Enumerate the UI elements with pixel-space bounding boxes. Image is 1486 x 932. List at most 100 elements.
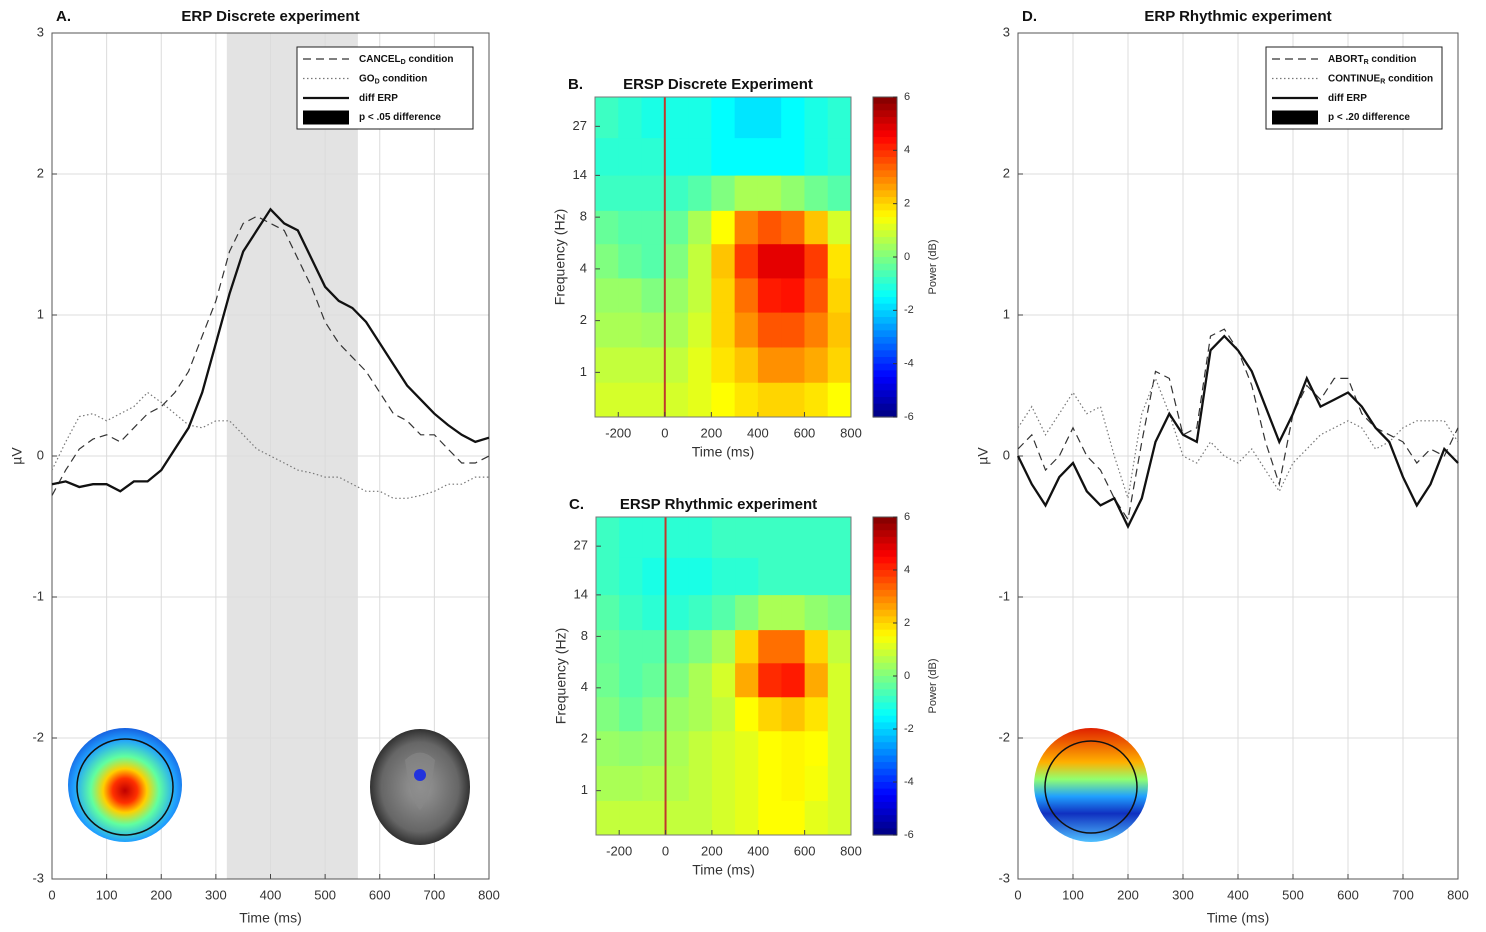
legend-label-part: condition xyxy=(380,73,428,84)
heatmap-cell xyxy=(688,346,712,383)
colorbar-tick-label: -4 xyxy=(904,358,914,370)
x-axis-label: Time (ms) xyxy=(692,862,754,878)
heatmap-cell xyxy=(664,277,689,313)
heatmap-cell xyxy=(619,696,643,732)
colorbar-step xyxy=(873,403,897,411)
colorbar-step xyxy=(873,636,897,644)
colorbar-step xyxy=(873,570,897,578)
colorbar-step xyxy=(873,330,897,338)
colorbar-step xyxy=(873,190,897,198)
colorbar-step xyxy=(873,263,897,271)
head-outline xyxy=(1044,740,1138,834)
heatmap-cell xyxy=(619,629,643,664)
colorbar-step xyxy=(873,583,897,591)
colorbar-step xyxy=(873,695,897,704)
heatmap-cell xyxy=(758,594,783,631)
heatmap-cell xyxy=(804,243,829,279)
x-tick-label: 0 xyxy=(1014,887,1021,902)
heatmap-cell xyxy=(595,137,619,176)
colorbar-tick-label: 6 xyxy=(904,511,910,523)
x-axis-label: Time (ms) xyxy=(692,444,754,460)
heatmap-cell xyxy=(734,210,759,245)
colorbar-step xyxy=(873,123,897,131)
colorbar-tick-label: 6 xyxy=(904,91,910,103)
heatmap-cell xyxy=(804,382,829,417)
heatmap-cell xyxy=(758,629,783,664)
heatmap-cell xyxy=(688,800,713,835)
heatmap-cell xyxy=(735,800,759,835)
heatmap-cell xyxy=(595,346,619,383)
y-axis-label: µV xyxy=(975,447,991,465)
heatmap-cell xyxy=(596,629,620,664)
heatmap-cell xyxy=(827,277,851,313)
x-tick-label: -200 xyxy=(606,843,632,858)
heatmap-cell xyxy=(734,312,759,348)
heatmap-cell xyxy=(665,629,690,664)
colorbar-step xyxy=(873,250,897,258)
heatmap-cell xyxy=(688,629,713,664)
heatmap-cell xyxy=(827,730,851,766)
heatmap-cell xyxy=(781,312,806,348)
colorbar-step xyxy=(873,815,897,823)
y-tick-label: 2 xyxy=(1003,165,1010,180)
heatmap-cell xyxy=(642,800,667,835)
heatmap-cell xyxy=(711,557,736,596)
heatmap-cell xyxy=(804,312,829,348)
heatmap-cell xyxy=(618,97,643,139)
heatmap-cell xyxy=(757,346,782,383)
heatmap-cell xyxy=(595,174,619,211)
colorbar-step xyxy=(873,755,897,763)
heatmap-cell xyxy=(735,594,759,631)
heatmap-cell xyxy=(804,137,829,176)
x-tick-label: 200 xyxy=(701,425,723,440)
heatmap-cell xyxy=(664,243,689,279)
heatmap-cell xyxy=(827,137,851,176)
colorbar-step xyxy=(873,517,897,525)
x-tick-label: 0 xyxy=(48,887,55,902)
heatmap-cell xyxy=(781,800,806,835)
heatmap-cell xyxy=(734,346,759,383)
colorbar-step xyxy=(873,556,897,564)
colorbar-step xyxy=(873,616,897,624)
colorbar-tick-label: -4 xyxy=(904,776,914,788)
heatmap-cell xyxy=(664,210,689,245)
y-tick-label: -2 xyxy=(998,729,1010,744)
heatmap-cell xyxy=(596,800,620,835)
heatmap-cell xyxy=(641,312,666,348)
heatmap-cell xyxy=(595,243,619,279)
colorbar-step xyxy=(873,350,897,358)
colorbar-step xyxy=(873,735,897,743)
plot-frame xyxy=(51,32,490,880)
x-tick-label: 600 xyxy=(1337,887,1359,902)
heatmap-cell xyxy=(595,97,619,139)
heatmap-cell xyxy=(641,243,666,279)
heatmap-cell xyxy=(781,517,806,558)
y-tick-label: 8 xyxy=(580,209,587,224)
heatmap-cell xyxy=(711,517,736,558)
heatmap-cell xyxy=(711,137,736,176)
heatmap-cell xyxy=(827,629,851,664)
y-tick-label: 1 xyxy=(580,364,587,379)
heatmap-cell xyxy=(688,765,713,801)
heatmap-cell xyxy=(664,346,689,383)
heatmap-cell xyxy=(664,137,689,176)
data-line xyxy=(51,391,489,499)
heatmap-cell xyxy=(619,765,643,801)
colorbar-step xyxy=(873,642,897,651)
heatmap-cell xyxy=(618,346,643,383)
colorbar-step xyxy=(873,623,897,631)
colorbar-step xyxy=(873,297,897,305)
heatmap-cell xyxy=(688,696,713,732)
heatmap-cell xyxy=(595,277,619,313)
heatmap-cell xyxy=(665,557,690,596)
heatmap-cell xyxy=(665,662,690,698)
heatmap-cell xyxy=(664,174,689,211)
colorbar-step xyxy=(873,656,897,664)
heatmap-cell xyxy=(711,765,736,801)
y-tick-label: -3 xyxy=(32,870,44,885)
colorbar-step xyxy=(873,290,897,298)
heatmap-cell xyxy=(757,97,782,139)
colorbar-step xyxy=(873,576,897,584)
heatmap-cell xyxy=(758,557,783,596)
heatmap-cell xyxy=(711,800,736,835)
